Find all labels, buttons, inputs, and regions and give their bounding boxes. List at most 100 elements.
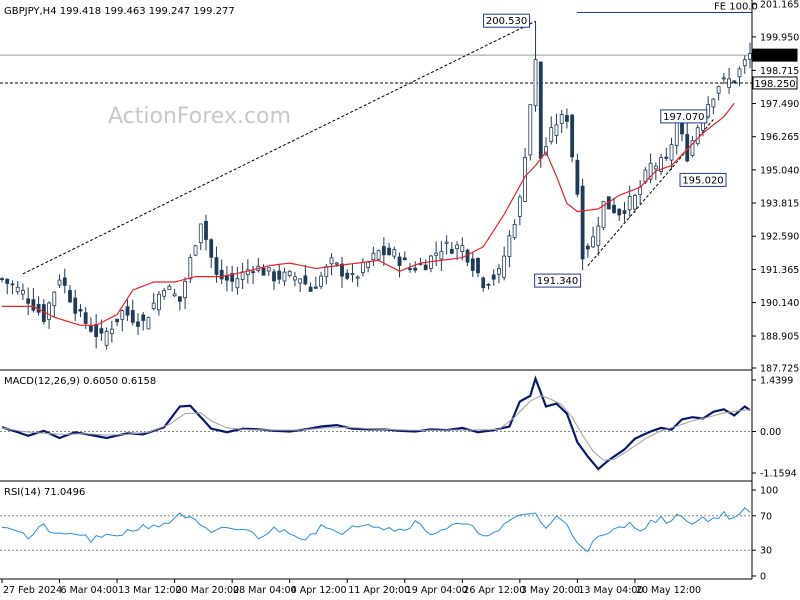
x-tick-label: 3 May 20:00 xyxy=(521,585,580,596)
level-annotation-box xyxy=(534,273,582,288)
candle-body xyxy=(104,330,109,346)
candle-body xyxy=(251,271,255,273)
candle-body xyxy=(188,257,193,280)
candle-body xyxy=(214,257,219,275)
candle-body xyxy=(0,278,4,281)
candle-body xyxy=(470,258,475,271)
support-line-label: 198.250 xyxy=(754,79,795,90)
x-tick-label: 4 Apr 12:00 xyxy=(291,585,347,596)
fe-label: FE 100.0 xyxy=(714,2,758,13)
candle-body xyxy=(601,200,606,229)
candle-body xyxy=(690,140,695,156)
candle-body xyxy=(392,249,397,257)
candle-body xyxy=(460,245,465,253)
candle-body xyxy=(554,124,559,136)
candle-body xyxy=(350,273,355,276)
candle-body xyxy=(423,264,428,271)
candle-body xyxy=(172,293,177,297)
x-tick-label: 28 Mar 04:00 xyxy=(233,585,296,596)
candle-body xyxy=(366,261,371,268)
candle-body xyxy=(580,185,585,260)
x-tick-label: 11 Apr 20:00 xyxy=(348,585,410,596)
price-title: GBPJPY,H4 199.418 199.463 199.247 199.27… xyxy=(4,6,235,17)
x-tick-label: 26 Apr 12:00 xyxy=(463,585,525,596)
candle-body xyxy=(727,78,731,88)
candle-body xyxy=(109,328,114,334)
price-tick-label: 196.265 xyxy=(760,132,799,143)
level-annotation-box xyxy=(483,13,531,28)
candle-body xyxy=(716,86,721,94)
level-annotation-label: 195.020 xyxy=(682,175,723,186)
candle-body xyxy=(721,77,726,80)
current-price-label: 199.277 xyxy=(754,51,795,62)
candle-body xyxy=(502,255,507,278)
candle-body xyxy=(136,321,140,327)
candle-body xyxy=(517,196,522,217)
rsi-tick-label: 70 xyxy=(760,511,772,522)
candle-body xyxy=(303,275,308,285)
candle-body xyxy=(157,293,161,311)
watermark: ActionForex.com xyxy=(108,104,291,129)
rsi-title: RSI(14) 71.0496 xyxy=(4,487,85,498)
candle-body xyxy=(355,276,360,279)
candle-body xyxy=(732,80,737,83)
candle-body xyxy=(298,278,303,284)
price-tick-label: 195.040 xyxy=(760,165,799,176)
price-tick-label: 192.590 xyxy=(760,232,799,243)
candle-body xyxy=(130,310,135,323)
x-tick-label: 27 Feb 2024 xyxy=(3,585,62,596)
candle-body xyxy=(507,235,512,257)
candle-body xyxy=(193,245,198,256)
candle-body xyxy=(52,291,57,307)
candle-body xyxy=(387,247,391,256)
x-tick-label: 20 May 12:00 xyxy=(636,585,701,596)
candle-body xyxy=(329,257,334,265)
x-tick-label: 20 Mar 20:00 xyxy=(176,585,239,596)
candle-body xyxy=(565,115,569,122)
candle-body xyxy=(78,309,83,312)
candle-body xyxy=(198,223,203,244)
rsi-tick-label: 0 xyxy=(760,572,766,583)
candle-body xyxy=(444,241,449,244)
candle-body xyxy=(204,220,208,240)
x-tick-label: 6 Mar 04:00 xyxy=(61,585,118,596)
price-tick-label: 193.815 xyxy=(760,199,799,210)
current-price-label-box xyxy=(752,48,798,62)
price-tick-label: 187.725 xyxy=(760,364,799,375)
candle-body xyxy=(47,302,51,320)
candle-body xyxy=(491,274,496,280)
candle-body xyxy=(115,318,119,323)
candle-body xyxy=(622,210,627,214)
candle-body xyxy=(486,283,491,286)
candle-body xyxy=(83,312,88,324)
candle-body xyxy=(162,290,167,297)
price-panel: ActionForex.com FE 100.0 200.530 197.070 1… xyxy=(0,2,758,371)
candle-body xyxy=(497,268,501,275)
candle-body xyxy=(559,114,564,124)
candle-body xyxy=(230,273,235,282)
candle-body xyxy=(371,252,376,261)
candle-body xyxy=(659,157,663,172)
candle-body xyxy=(219,269,224,280)
rsi-line xyxy=(1,506,751,553)
price-tick-label: 188.905 xyxy=(760,332,799,343)
candle-body xyxy=(120,310,125,320)
candle-body xyxy=(612,204,616,213)
candle-body xyxy=(533,59,538,107)
candle-body xyxy=(146,317,151,330)
candle-body xyxy=(627,196,632,211)
candle-body xyxy=(476,258,480,274)
candle-body xyxy=(748,53,752,60)
candle-body xyxy=(361,261,365,273)
candle-body xyxy=(31,299,36,311)
candle-body xyxy=(282,271,287,282)
candle-body xyxy=(73,297,78,314)
candle-body xyxy=(334,262,339,265)
macd-tick-label: 1.4399 xyxy=(760,376,793,387)
candle-body xyxy=(183,280,187,299)
candle-body xyxy=(575,159,580,195)
candle-body xyxy=(742,59,747,67)
candle-body xyxy=(10,283,15,286)
price-tick-label: 191.365 xyxy=(760,265,799,276)
